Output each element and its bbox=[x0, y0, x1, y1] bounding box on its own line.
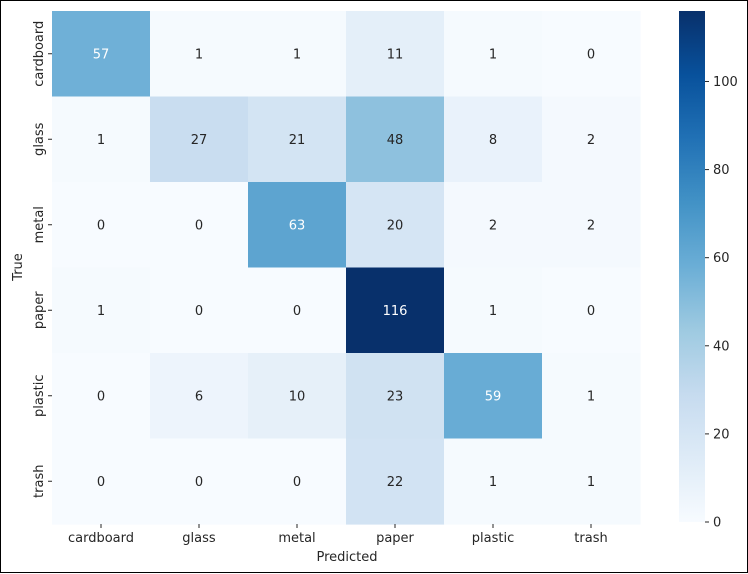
cell-paper-cardboard bbox=[52, 267, 151, 354]
x-tick-labels: cardboard glass metal paper plastic trash bbox=[68, 524, 608, 546]
cell-value-metal-trash: 2 bbox=[587, 218, 595, 233]
cell-value-paper-plastic: 1 bbox=[489, 304, 497, 319]
cell-plastic-cardboard bbox=[52, 353, 151, 440]
cell-metal-cardboard bbox=[52, 182, 151, 269]
cell-plastic-glass bbox=[150, 353, 249, 440]
cell-cardboard-glass bbox=[150, 11, 249, 98]
cell-value-paper-glass: 0 bbox=[195, 304, 203, 319]
x-axis-label: Predicted bbox=[316, 550, 377, 565]
cell-value-trash-metal: 0 bbox=[293, 475, 301, 490]
x-tick-paper: paper bbox=[376, 531, 414, 546]
cell-cardboard-cardboard bbox=[52, 11, 151, 98]
cell-value-glass-glass: 27 bbox=[191, 133, 208, 148]
cell-value-metal-glass: 0 bbox=[195, 218, 203, 233]
cell-value-trash-paper: 22 bbox=[387, 475, 404, 490]
cell-plastic-plastic bbox=[444, 353, 543, 440]
cell-value-metal-plastic: 2 bbox=[489, 218, 497, 233]
cell-cardboard-plastic bbox=[444, 11, 543, 98]
cell-cardboard-metal bbox=[248, 11, 347, 98]
cell-metal-metal bbox=[248, 182, 347, 269]
cell-value-glass-paper: 48 bbox=[387, 133, 404, 148]
cell-value-plastic-glass: 6 bbox=[195, 389, 203, 404]
cell-glass-paper bbox=[346, 96, 445, 183]
y-tick-labels: cardboard glass metal paper plastic trash bbox=[32, 21, 52, 498]
cell-value-cardboard-glass: 1 bbox=[195, 47, 203, 62]
cell-glass-metal bbox=[248, 96, 347, 183]
colorbar: 0 20 40 60 80 100 bbox=[679, 11, 738, 531]
cell-value-plastic-metal: 10 bbox=[289, 389, 306, 404]
cell-glass-plastic bbox=[444, 96, 543, 183]
y-tick-paper: paper bbox=[32, 291, 47, 329]
cell-value-plastic-plastic: 59 bbox=[485, 389, 502, 404]
cell-value-metal-cardboard: 0 bbox=[97, 218, 105, 233]
cell-paper-glass bbox=[150, 267, 249, 354]
cell-plastic-paper bbox=[346, 353, 445, 440]
cell-glass-trash bbox=[542, 96, 641, 183]
cell-value-metal-metal: 63 bbox=[289, 218, 306, 233]
cell-value-trash-trash: 1 bbox=[587, 475, 595, 490]
cell-trash-glass bbox=[150, 438, 249, 525]
cell-value-glass-metal: 21 bbox=[289, 133, 306, 148]
colorbar-gradient bbox=[679, 11, 705, 522]
cell-paper-paper bbox=[346, 267, 445, 354]
cell-metal-trash bbox=[542, 182, 641, 269]
cell-trash-paper bbox=[346, 438, 445, 525]
y-tick-cardboard: cardboard bbox=[32, 21, 47, 87]
cell-value-glass-trash: 2 bbox=[587, 133, 595, 148]
cell-value-glass-cardboard: 1 bbox=[97, 133, 105, 148]
y-tick-plastic: plastic bbox=[32, 375, 47, 417]
cell-trash-plastic bbox=[444, 438, 543, 525]
y-tick-trash: trash bbox=[32, 465, 47, 498]
heatmap-cells: 57 1 1 11 1 01 27 21 48 8 20 0 63 20 2 21 0 0 116 1 00 6 10 23 5… bbox=[52, 11, 641, 525]
cell-glass-glass bbox=[150, 96, 249, 183]
cell-value-cardboard-cardboard: 57 bbox=[93, 47, 110, 62]
cell-value-glass-plastic: 8 bbox=[489, 133, 497, 148]
x-tick-cardboard: cardboard bbox=[68, 531, 134, 546]
colorbar-tick-80: 80 bbox=[713, 163, 730, 178]
cell-value-cardboard-trash: 0 bbox=[587, 47, 595, 62]
cell-value-cardboard-plastic: 1 bbox=[489, 47, 497, 62]
cell-value-cardboard-metal: 1 bbox=[293, 47, 301, 62]
cell-plastic-trash bbox=[542, 353, 641, 440]
cell-value-paper-metal: 0 bbox=[293, 304, 301, 319]
cell-trash-trash bbox=[542, 438, 641, 525]
cell-metal-paper bbox=[346, 182, 445, 269]
cell-paper-trash bbox=[542, 267, 641, 354]
y-axis-label: True bbox=[11, 253, 26, 282]
cell-metal-glass bbox=[150, 182, 249, 269]
cell-value-metal-paper: 20 bbox=[387, 218, 404, 233]
cell-value-trash-cardboard: 0 bbox=[97, 475, 105, 490]
cell-cardboard-paper bbox=[346, 11, 445, 98]
x-tick-glass: glass bbox=[182, 531, 216, 546]
cell-trash-cardboard bbox=[52, 438, 151, 525]
cell-value-trash-plastic: 1 bbox=[489, 475, 497, 490]
cell-trash-metal bbox=[248, 438, 347, 525]
cell-metal-plastic bbox=[444, 182, 543, 269]
y-tick-glass: glass bbox=[32, 122, 47, 156]
x-tick-metal: metal bbox=[278, 531, 315, 546]
cell-glass-cardboard bbox=[52, 96, 151, 183]
cell-cardboard-trash bbox=[542, 11, 641, 98]
cell-value-plastic-trash: 1 bbox=[587, 389, 595, 404]
colorbar-tick-40: 40 bbox=[713, 339, 730, 354]
colorbar-tick-100: 100 bbox=[713, 75, 738, 90]
cell-paper-metal bbox=[248, 267, 347, 354]
colorbar-tick-60: 60 bbox=[713, 251, 730, 266]
cell-value-paper-cardboard: 1 bbox=[97, 304, 105, 319]
cell-paper-plastic bbox=[444, 267, 543, 354]
x-tick-trash: trash bbox=[574, 531, 607, 546]
colorbar-tick-20: 20 bbox=[713, 427, 730, 442]
cell-value-plastic-cardboard: 0 bbox=[97, 389, 105, 404]
x-tick-plastic: plastic bbox=[472, 531, 514, 546]
cell-value-paper-trash: 0 bbox=[587, 304, 595, 319]
cell-plastic-metal bbox=[248, 353, 347, 440]
colorbar-tick-0: 0 bbox=[713, 516, 721, 531]
y-tick-metal: metal bbox=[32, 206, 47, 243]
cell-value-trash-glass: 0 bbox=[195, 475, 203, 490]
cell-value-paper-paper: 116 bbox=[383, 304, 408, 319]
cell-value-cardboard-paper: 11 bbox=[387, 47, 404, 62]
cell-value-plastic-paper: 23 bbox=[387, 389, 404, 404]
